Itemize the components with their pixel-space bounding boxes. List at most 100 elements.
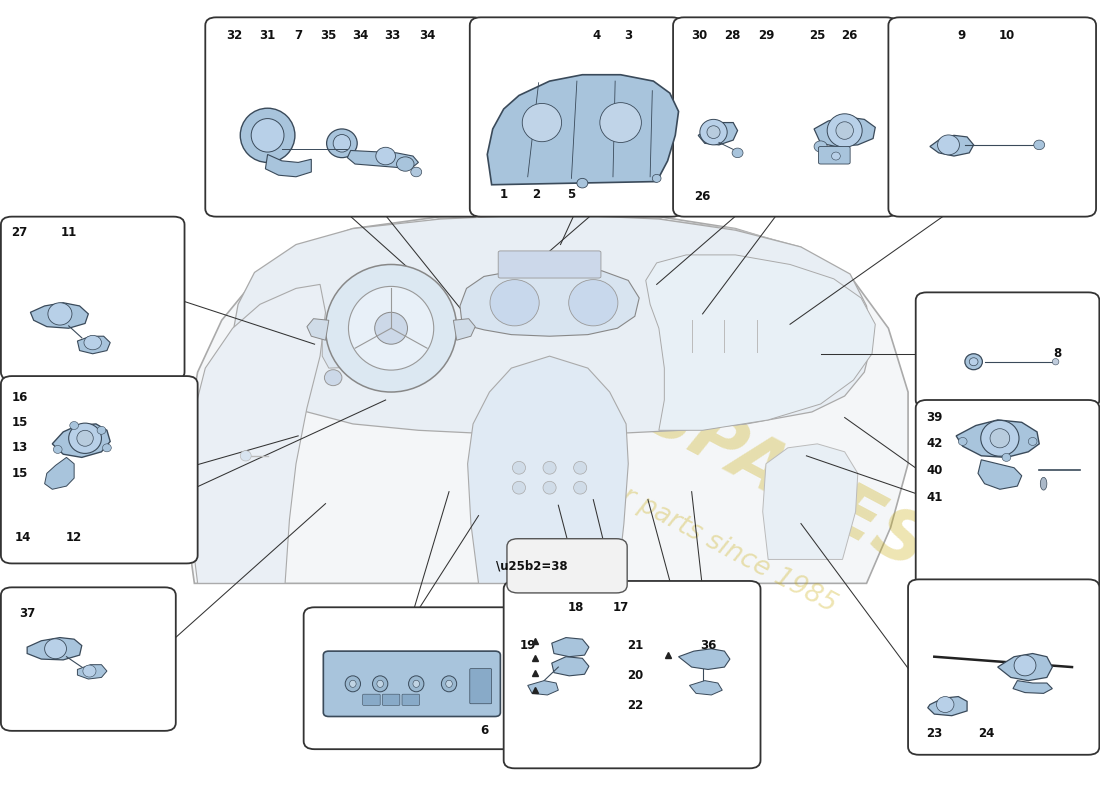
Ellipse shape bbox=[576, 178, 587, 188]
Polygon shape bbox=[487, 74, 679, 185]
Polygon shape bbox=[453, 318, 475, 340]
Text: a passion for parts since 1985: a passion for parts since 1985 bbox=[477, 408, 840, 618]
FancyBboxPatch shape bbox=[915, 400, 1099, 591]
Ellipse shape bbox=[836, 122, 854, 139]
Text: 26: 26 bbox=[840, 29, 857, 42]
Text: 35: 35 bbox=[320, 29, 337, 42]
Ellipse shape bbox=[981, 420, 1019, 456]
Ellipse shape bbox=[543, 462, 557, 474]
Ellipse shape bbox=[814, 141, 827, 152]
Ellipse shape bbox=[441, 676, 456, 692]
Text: 14: 14 bbox=[14, 531, 31, 545]
Text: 1: 1 bbox=[499, 188, 508, 201]
Ellipse shape bbox=[990, 429, 1010, 448]
Text: 16: 16 bbox=[11, 391, 28, 404]
Ellipse shape bbox=[1014, 655, 1036, 676]
Text: 15: 15 bbox=[11, 416, 28, 429]
Ellipse shape bbox=[733, 148, 742, 158]
Polygon shape bbox=[528, 681, 559, 695]
Text: 31: 31 bbox=[260, 29, 276, 42]
Polygon shape bbox=[762, 444, 858, 559]
Text: 26: 26 bbox=[694, 190, 711, 203]
Ellipse shape bbox=[1028, 438, 1037, 446]
Polygon shape bbox=[28, 638, 81, 660]
Ellipse shape bbox=[327, 129, 358, 158]
FancyBboxPatch shape bbox=[1, 376, 198, 563]
Polygon shape bbox=[927, 697, 967, 716]
Text: 18: 18 bbox=[568, 601, 584, 614]
Ellipse shape bbox=[349, 286, 433, 370]
Ellipse shape bbox=[652, 174, 661, 182]
Polygon shape bbox=[698, 122, 738, 145]
FancyBboxPatch shape bbox=[304, 607, 517, 749]
Text: 36: 36 bbox=[700, 639, 716, 652]
Ellipse shape bbox=[600, 102, 641, 142]
Text: 8: 8 bbox=[1054, 347, 1062, 360]
FancyBboxPatch shape bbox=[470, 669, 492, 704]
Ellipse shape bbox=[68, 423, 101, 454]
Ellipse shape bbox=[84, 335, 101, 350]
Ellipse shape bbox=[573, 462, 586, 474]
Polygon shape bbox=[460, 269, 639, 336]
Ellipse shape bbox=[832, 152, 840, 160]
Text: 10: 10 bbox=[999, 29, 1014, 42]
Text: 34: 34 bbox=[352, 29, 368, 42]
FancyBboxPatch shape bbox=[206, 18, 484, 217]
FancyBboxPatch shape bbox=[470, 18, 683, 217]
Text: 42: 42 bbox=[926, 438, 943, 450]
Ellipse shape bbox=[410, 167, 421, 177]
FancyBboxPatch shape bbox=[323, 651, 500, 717]
Ellipse shape bbox=[700, 119, 727, 145]
Ellipse shape bbox=[569, 280, 618, 326]
Text: 19: 19 bbox=[519, 639, 536, 652]
Polygon shape bbox=[956, 420, 1040, 458]
Polygon shape bbox=[187, 285, 326, 583]
Ellipse shape bbox=[324, 370, 342, 386]
Text: 5: 5 bbox=[568, 188, 575, 201]
FancyBboxPatch shape bbox=[498, 251, 601, 278]
Ellipse shape bbox=[397, 157, 414, 171]
Ellipse shape bbox=[1034, 140, 1045, 150]
Ellipse shape bbox=[969, 358, 978, 366]
FancyBboxPatch shape bbox=[507, 538, 627, 593]
Polygon shape bbox=[998, 654, 1053, 681]
Text: 28: 28 bbox=[724, 29, 740, 42]
FancyBboxPatch shape bbox=[915, 292, 1099, 408]
Text: 34: 34 bbox=[419, 29, 436, 42]
Ellipse shape bbox=[1002, 454, 1011, 462]
Polygon shape bbox=[679, 649, 730, 670]
Text: 23: 23 bbox=[926, 726, 943, 740]
Ellipse shape bbox=[1041, 478, 1047, 490]
Text: 3: 3 bbox=[624, 29, 632, 42]
Ellipse shape bbox=[375, 312, 407, 344]
Text: 22: 22 bbox=[627, 699, 642, 712]
Ellipse shape bbox=[513, 462, 526, 474]
Polygon shape bbox=[184, 210, 909, 583]
Ellipse shape bbox=[412, 680, 419, 687]
Ellipse shape bbox=[377, 680, 384, 687]
Ellipse shape bbox=[827, 114, 862, 147]
Text: 40: 40 bbox=[926, 464, 943, 477]
FancyBboxPatch shape bbox=[363, 694, 381, 706]
FancyBboxPatch shape bbox=[1, 217, 185, 380]
Text: 30: 30 bbox=[691, 29, 707, 42]
Ellipse shape bbox=[97, 426, 106, 434]
Text: EUROSPARES: EUROSPARES bbox=[433, 271, 939, 584]
Text: 2: 2 bbox=[532, 188, 540, 201]
Text: 11: 11 bbox=[60, 226, 77, 239]
Ellipse shape bbox=[240, 450, 251, 461]
Text: 6: 6 bbox=[480, 724, 488, 738]
Ellipse shape bbox=[513, 482, 526, 494]
Ellipse shape bbox=[48, 302, 72, 325]
Polygon shape bbox=[307, 318, 329, 340]
Ellipse shape bbox=[408, 676, 424, 692]
Polygon shape bbox=[814, 117, 876, 146]
Ellipse shape bbox=[345, 676, 361, 692]
Ellipse shape bbox=[333, 134, 351, 152]
Polygon shape bbox=[265, 154, 311, 177]
Text: 39: 39 bbox=[926, 411, 943, 424]
Polygon shape bbox=[690, 681, 723, 695]
Ellipse shape bbox=[376, 147, 396, 165]
Ellipse shape bbox=[251, 118, 284, 152]
Polygon shape bbox=[978, 460, 1022, 490]
